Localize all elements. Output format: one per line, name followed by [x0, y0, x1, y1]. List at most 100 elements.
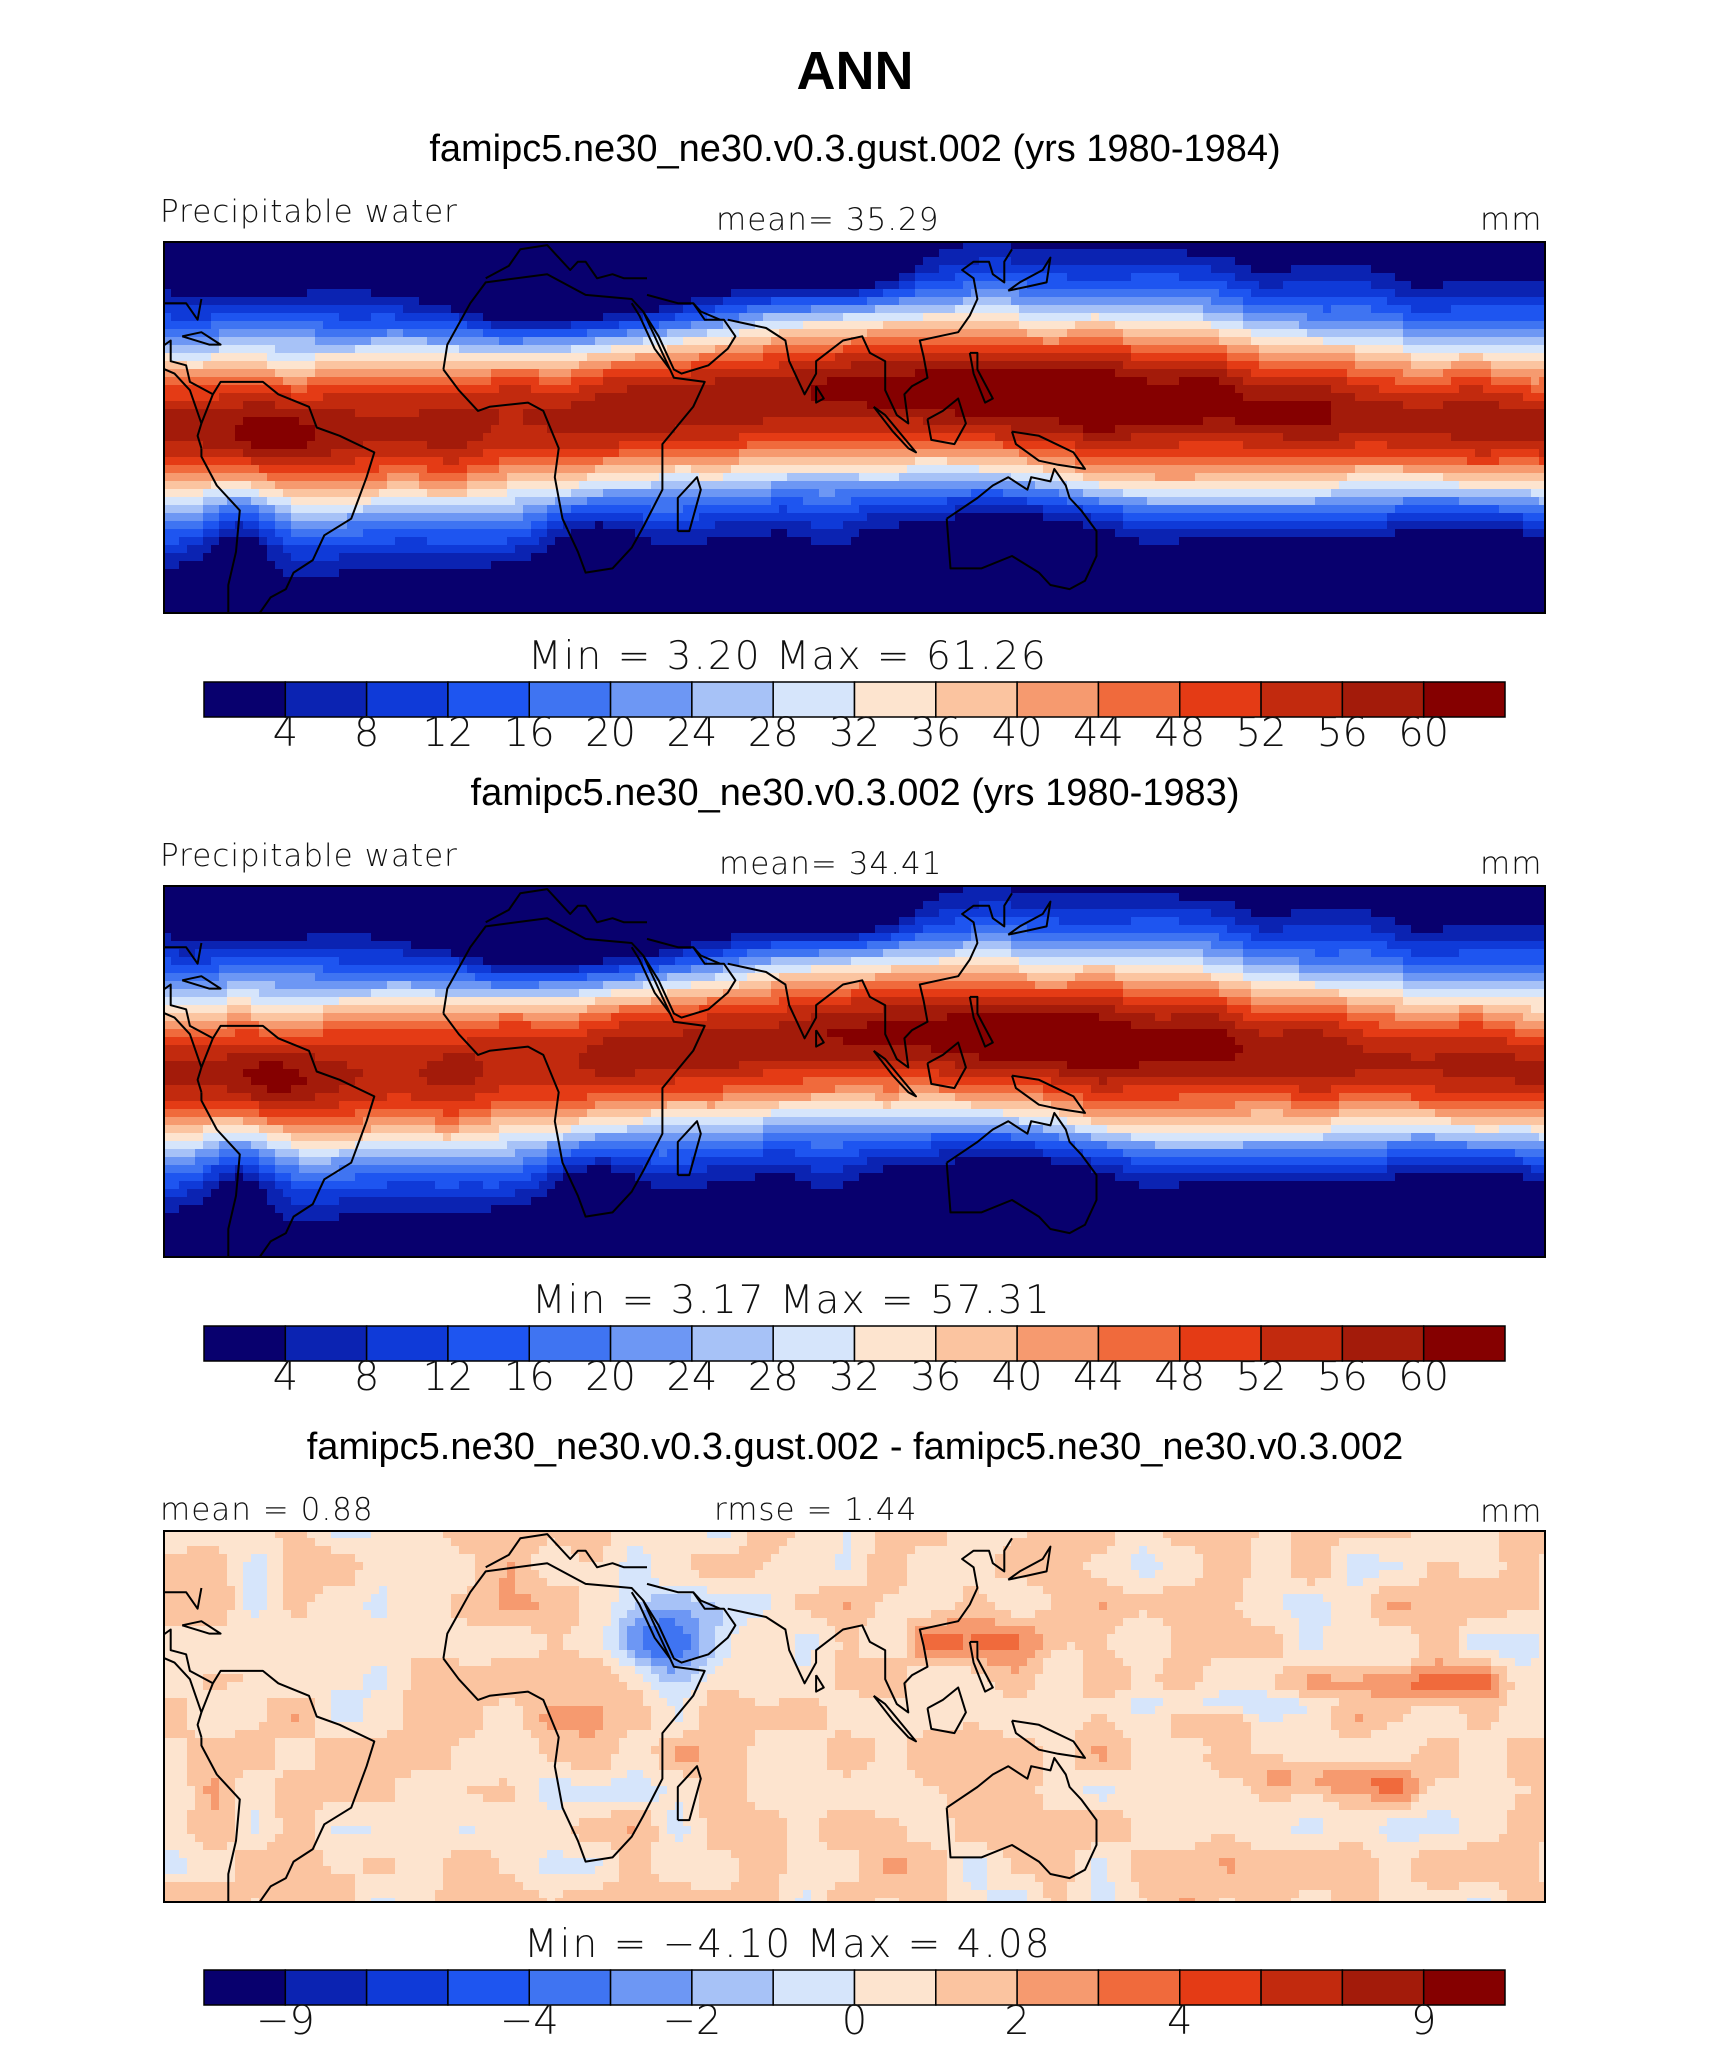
field-cell [1467, 425, 1476, 434]
field-cell [1275, 289, 1284, 298]
field-cell [1163, 305, 1172, 314]
field-cell [1059, 329, 1068, 338]
field-cell [347, 465, 356, 474]
field-cell [571, 337, 580, 346]
field-cell [1003, 409, 1012, 418]
field-cell [531, 377, 540, 386]
field-cell [291, 257, 300, 266]
field-cell [739, 457, 748, 466]
field-cell [1115, 241, 1124, 250]
field-cell [179, 457, 188, 466]
field-cell [1099, 417, 1108, 426]
field-cell [259, 345, 268, 354]
field-cell [1195, 361, 1204, 370]
field-cell [747, 369, 756, 378]
field-cell [1363, 377, 1372, 386]
field-cell [1427, 257, 1436, 266]
field-cell [203, 273, 212, 282]
field-cell [1371, 305, 1380, 314]
field-cell [1051, 345, 1060, 354]
field-cell [1147, 409, 1156, 418]
field-cell [187, 273, 196, 282]
field-cell [1027, 393, 1036, 402]
field-cell [1067, 425, 1076, 434]
field-cell [579, 465, 588, 474]
field-cell [739, 345, 748, 354]
field-cell [827, 297, 836, 306]
field-cell [899, 337, 908, 346]
field-cell [1507, 409, 1516, 418]
field-cell [1091, 457, 1100, 466]
field-cell [243, 409, 252, 418]
field-cell [795, 393, 804, 402]
field-cell [251, 329, 260, 338]
field-cell [1139, 409, 1148, 418]
field-cell [299, 465, 308, 474]
field-cell [1523, 241, 1532, 250]
field-cell [347, 265, 356, 274]
field-cell [1043, 345, 1052, 354]
field-cell [195, 265, 204, 274]
field-cell [1115, 337, 1124, 346]
field-cell [355, 433, 364, 442]
field-cell [1355, 353, 1364, 362]
field-cell [595, 385, 604, 394]
field-cell [1275, 377, 1284, 386]
field-cell [1075, 337, 1084, 346]
field-cell [331, 273, 340, 282]
field-cell [1475, 433, 1484, 442]
field-cell [531, 329, 540, 338]
field-cell [1307, 441, 1316, 450]
field-cell [355, 257, 364, 266]
field-cell [203, 409, 212, 418]
field-cell [859, 433, 868, 442]
field-cell [1299, 257, 1308, 266]
field-cell [1043, 321, 1052, 330]
field-cell [1451, 409, 1460, 418]
field-cell [747, 273, 756, 282]
field-cell [299, 329, 308, 338]
field-cell [1187, 241, 1196, 250]
field-cell [779, 441, 788, 450]
field-cell [1083, 369, 1092, 378]
field-cell [1507, 425, 1516, 434]
field-cell [547, 465, 556, 474]
field-cell [251, 457, 260, 466]
field-cell [675, 353, 684, 362]
field-cell [323, 409, 332, 418]
field-cell [475, 441, 484, 450]
field-cell [1451, 401, 1460, 410]
field-cell [1403, 449, 1412, 458]
field-cell [1323, 249, 1332, 258]
field-cell [171, 465, 180, 474]
field-cell [1451, 305, 1460, 314]
field-cell [779, 281, 788, 290]
field-cell [1003, 465, 1012, 474]
field-cell [659, 321, 668, 330]
field-cell [1243, 457, 1252, 466]
field-cell [307, 241, 316, 250]
field-cell [771, 241, 780, 250]
field-cell [803, 433, 812, 442]
field-cell [571, 289, 580, 298]
field-cell [939, 385, 948, 394]
field-cell [1347, 289, 1356, 298]
field-cell [707, 385, 716, 394]
field-cell [931, 369, 940, 378]
field-cell [571, 417, 580, 426]
field-cell [523, 369, 532, 378]
field-cell [683, 313, 692, 322]
field-cell [595, 249, 604, 258]
field-cell [555, 241, 564, 250]
field-cell [1155, 313, 1164, 322]
field-cell [1115, 257, 1124, 266]
field-cell [1195, 257, 1204, 266]
field-cell [627, 385, 636, 394]
field-cell [179, 425, 188, 434]
field-cell [1155, 377, 1164, 386]
field-cell [1339, 321, 1348, 330]
field-cell [843, 457, 852, 466]
field-cell [1387, 417, 1396, 426]
field-cell [1227, 289, 1236, 298]
field-cell [243, 273, 252, 282]
